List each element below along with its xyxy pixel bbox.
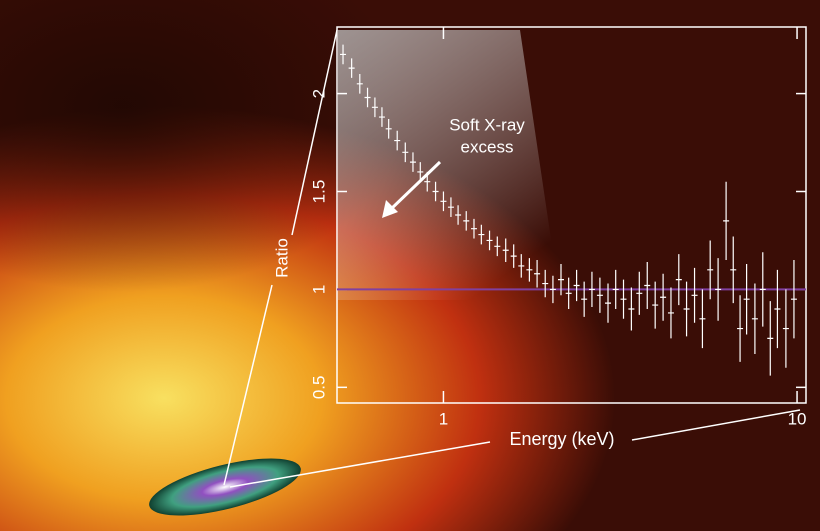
y-tick-label: 0.5 <box>309 376 328 400</box>
annotation: excess <box>461 137 514 156</box>
annotation: Soft X-ray <box>449 115 525 134</box>
x-tick-label: 10 <box>788 409 807 428</box>
x-tick-label: 1 <box>439 409 448 428</box>
chart: Ratio Energy (keV) Soft X-ray excess 0.5… <box>0 0 820 531</box>
y-tick-label: 1 <box>309 285 328 294</box>
x-axis-label: Energy (keV) <box>509 429 614 449</box>
y-tick-label: 1.5 <box>309 180 328 204</box>
y-axis-label: Ratio <box>272 238 291 278</box>
y-tick-label: 2 <box>309 89 328 98</box>
